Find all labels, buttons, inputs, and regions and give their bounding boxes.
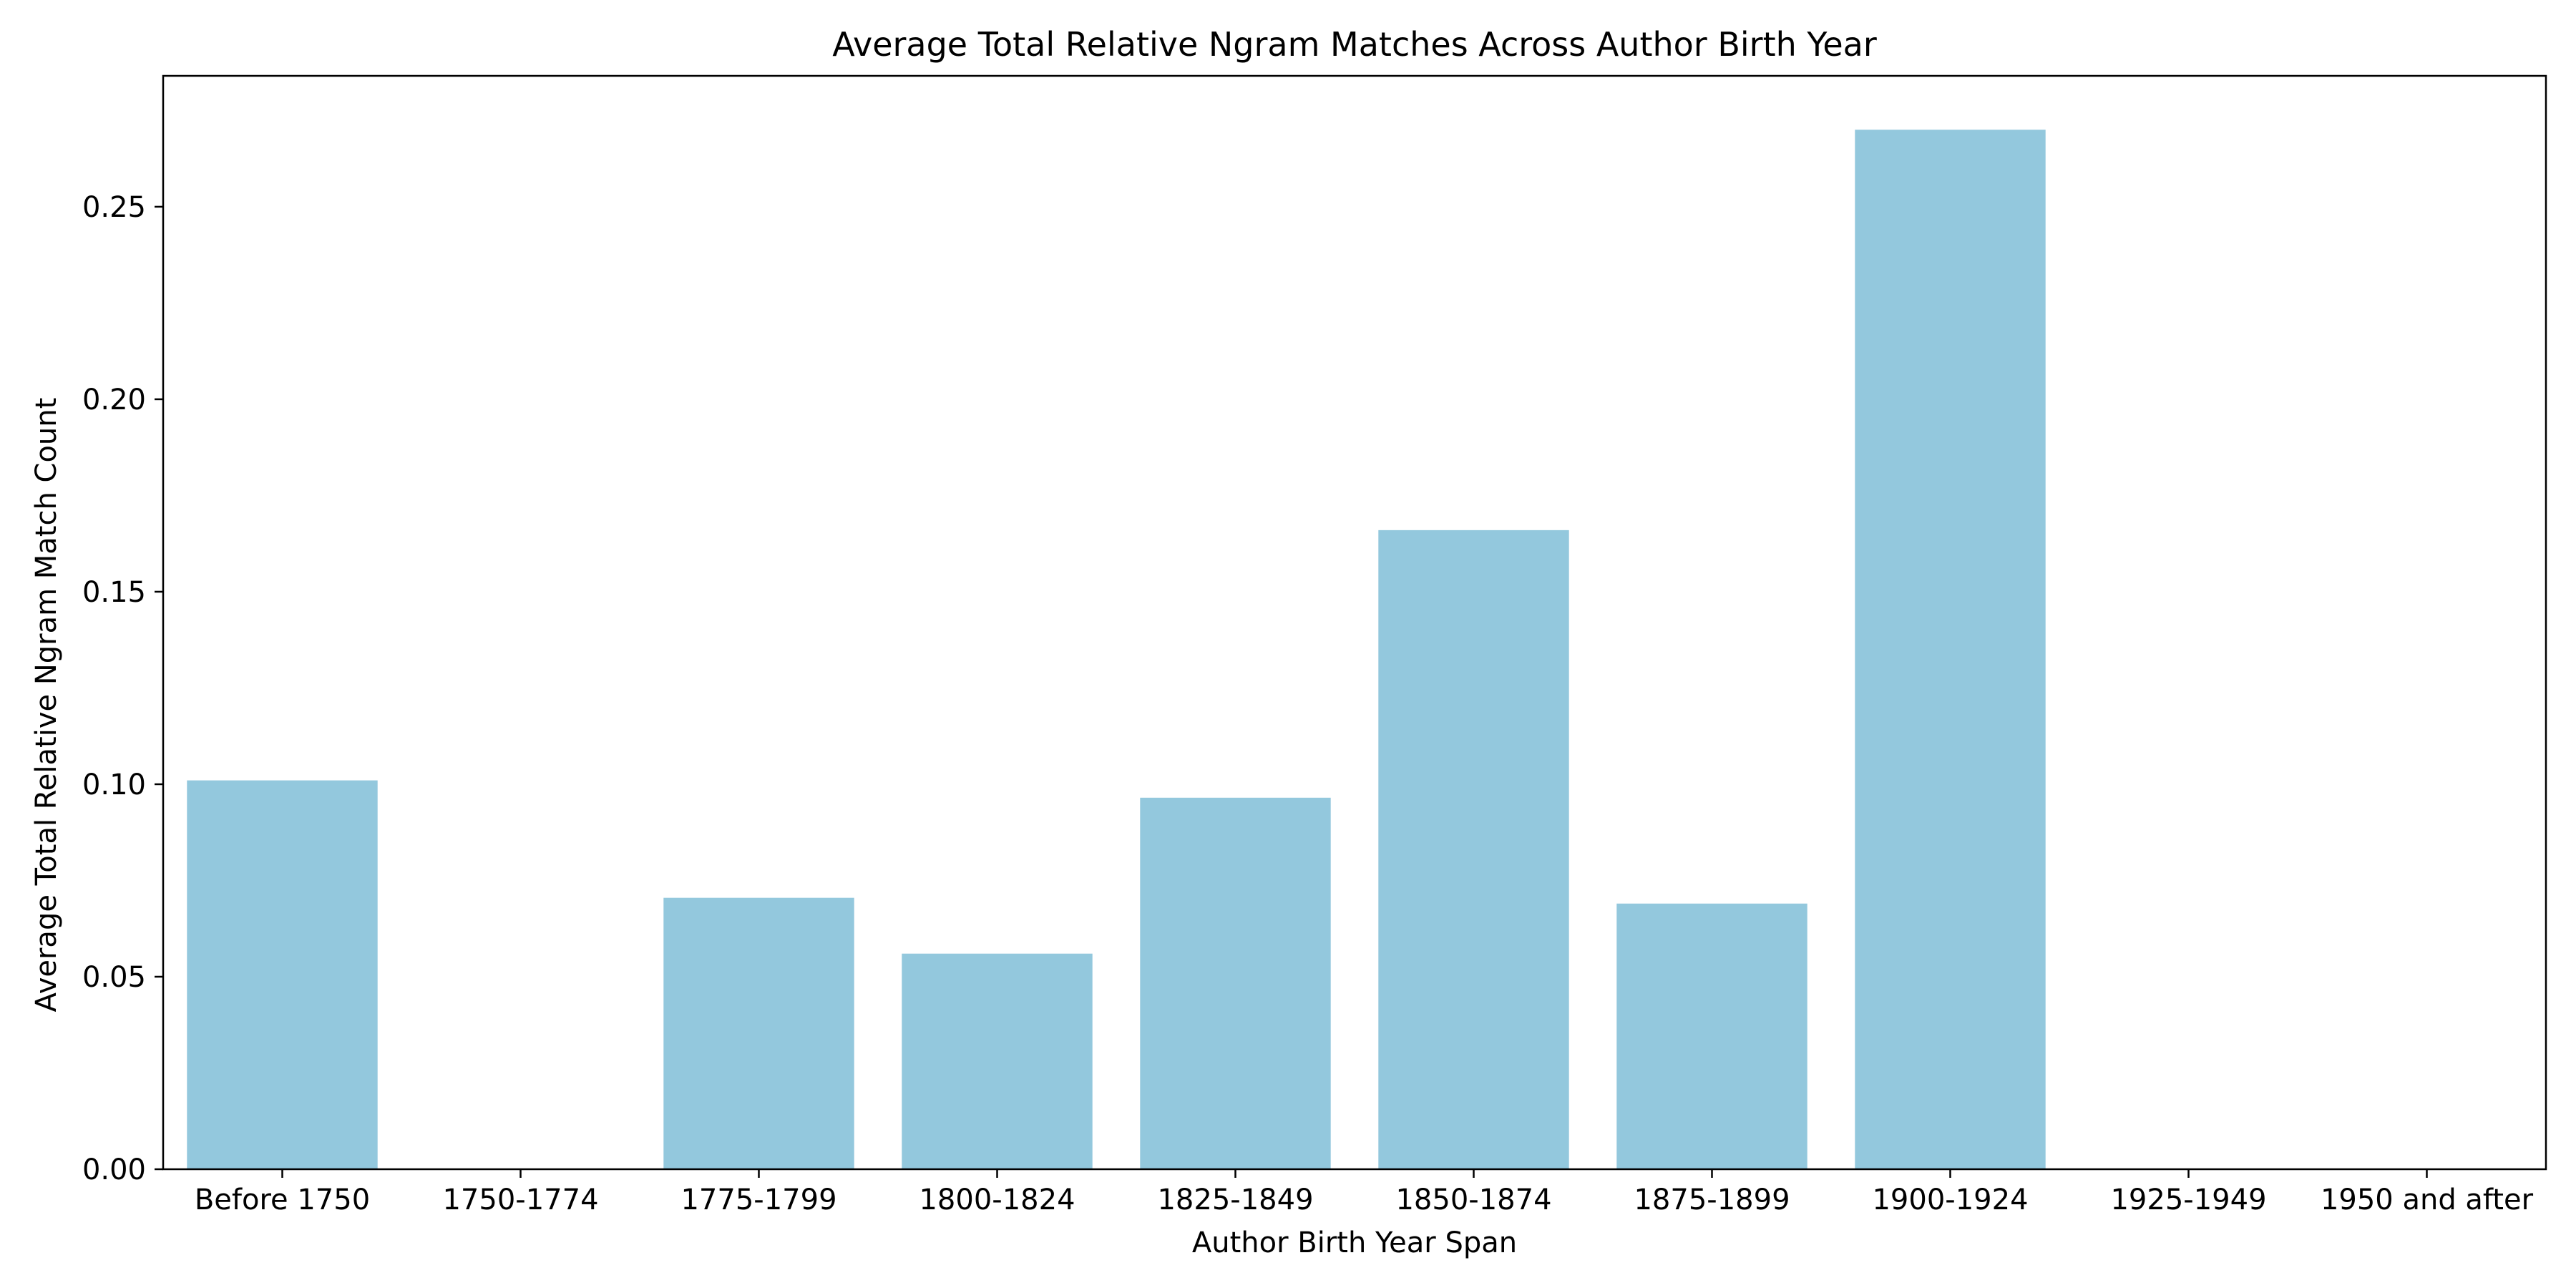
x-tick-label-5: 1825-1849 bbox=[1157, 1184, 1313, 1216]
bar-8 bbox=[1855, 130, 2046, 1169]
plot-area: Before 1750 1750-1774 1775-1799 1800-1824 18… bbox=[82, 74, 2547, 1216]
y-tick-label-3: 0.10 bbox=[82, 769, 146, 801]
bar-5 bbox=[1140, 797, 1331, 1169]
x-tick-label-3: 1775-1799 bbox=[680, 1184, 836, 1216]
x-tick-label-9: 1925-1949 bbox=[2110, 1184, 2266, 1216]
bar-6 bbox=[1378, 530, 1569, 1169]
bar-3 bbox=[663, 897, 854, 1169]
x-tick-label-1: Before 1750 bbox=[195, 1184, 370, 1216]
chart-title: Average Total Relative Ngram Matches Acr… bbox=[832, 25, 1877, 64]
y-tick-label-4: 0.15 bbox=[82, 576, 146, 609]
x-tick-label-10: 1950 and after bbox=[2321, 1184, 2534, 1216]
x-tick-label-8: 1900-1924 bbox=[1872, 1184, 2028, 1216]
bar-1 bbox=[187, 780, 378, 1169]
y-tick-label-6: 0.25 bbox=[82, 191, 146, 224]
y-tick-label-2: 0.05 bbox=[82, 961, 146, 994]
y-tick-label-1: 0.00 bbox=[82, 1153, 146, 1186]
bar-4 bbox=[902, 953, 1093, 1169]
y-axis-label: Average Total Relative Ngram Match Count bbox=[30, 398, 63, 1013]
x-axis-label: Author Birth Year Span bbox=[1192, 1226, 1517, 1259]
plot-frame bbox=[162, 74, 2547, 1171]
bar-7 bbox=[1616, 903, 1807, 1169]
y-tick-label-5: 0.20 bbox=[82, 384, 146, 416]
x-tick-label-6: 1850-1874 bbox=[1395, 1184, 1551, 1216]
x-tick-label-2: 1750-1774 bbox=[442, 1184, 598, 1216]
x-tick-label-7: 1875-1899 bbox=[1634, 1184, 1790, 1216]
x-tick-label-4: 1800-1824 bbox=[919, 1184, 1075, 1216]
